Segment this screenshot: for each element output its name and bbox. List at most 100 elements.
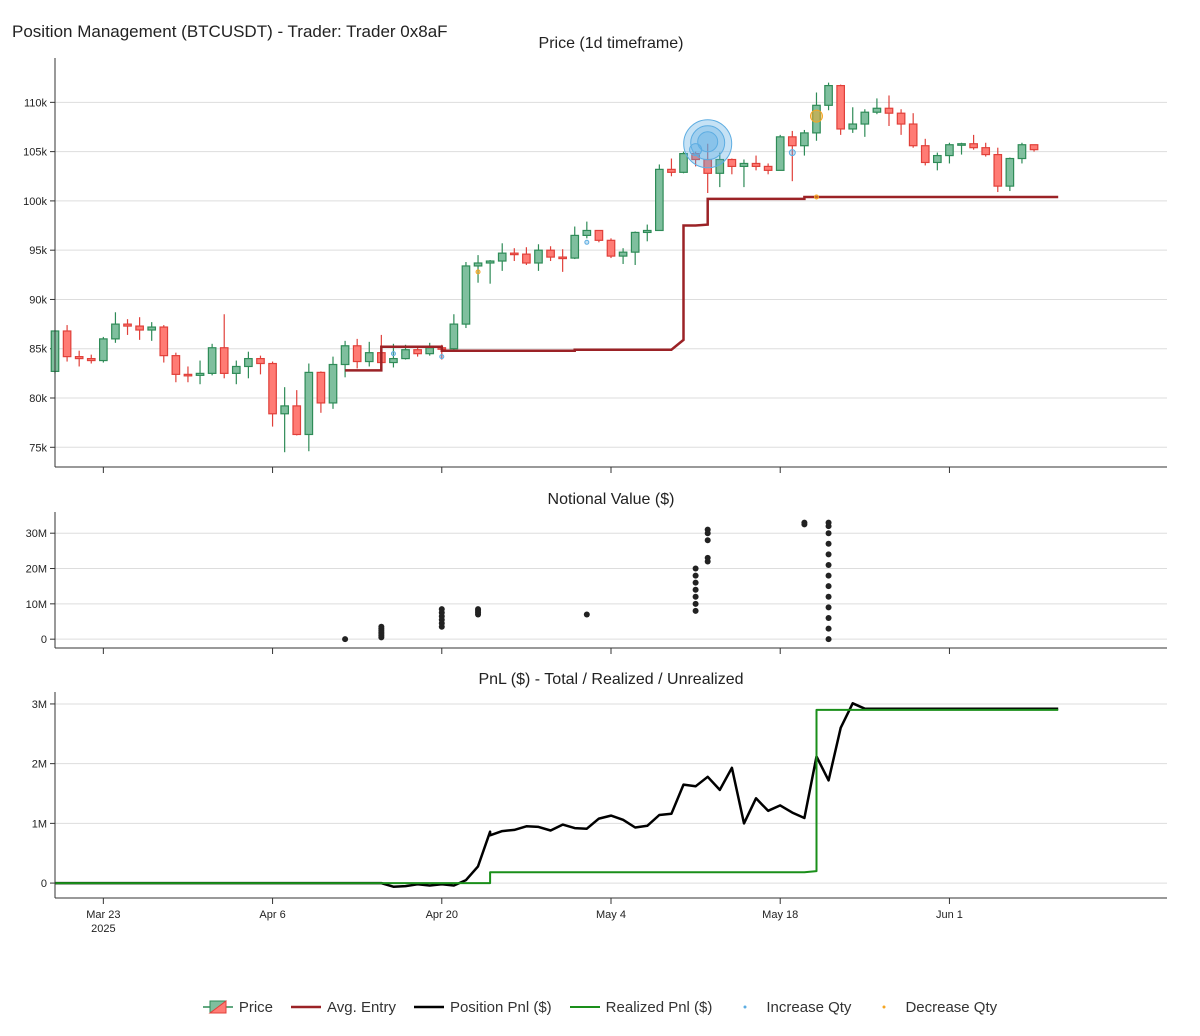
notional-point [692, 565, 699, 572]
candle-body [461, 265, 471, 325]
candle-body [848, 123, 858, 130]
notional-points [342, 519, 832, 643]
y-tick-label: 0 [41, 634, 47, 646]
legend-label: Increase Qty [766, 998, 852, 1016]
legend-item-realized-pnl[interactable]: Realized Pnl ($) [569, 998, 713, 1016]
notional-point [378, 623, 385, 630]
legend-item-decrease-qty[interactable]: Decrease Qty [869, 999, 997, 1016]
candle-body [1005, 157, 1015, 187]
candle-body [920, 145, 930, 164]
legend-label: Realized Pnl ($) [605, 998, 713, 1016]
realized-pnl-line [55, 708, 1059, 885]
candle-body [316, 371, 326, 404]
legend-label: Decrease Qty [905, 998, 998, 1016]
candle-body [304, 371, 314, 436]
candle-body [413, 349, 422, 355]
line-icon [291, 1005, 322, 1009]
notional-point [801, 519, 808, 526]
candle-body [582, 229, 592, 236]
chart-figure: Price (1d timeframe) 75k 80k 85k 90k 95k 100k… [23, 35, 1167, 935]
pnl-lines [55, 702, 1059, 888]
position-pnl-line [55, 702, 1059, 888]
candle-body [594, 229, 604, 241]
pnl-grid [55, 703, 1167, 884]
notional-point [692, 579, 699, 586]
candle-body [159, 326, 169, 357]
legend-item-price[interactable]: Price [202, 999, 273, 1016]
notional-point [825, 551, 832, 558]
y-tick-label: 1M [32, 818, 47, 830]
increase-qty-marker [584, 239, 590, 245]
y-tick-label: 105k [23, 147, 47, 159]
candle-body [352, 345, 362, 363]
candle-body [195, 372, 205, 376]
notional-panel-title: Notional Value ($) [548, 491, 675, 508]
legend-item-increase-qty[interactable]: Increase Qty [730, 999, 851, 1016]
candle-body [231, 365, 241, 374]
notional-point [692, 572, 699, 579]
candle-body [630, 231, 640, 253]
notional-point [825, 583, 832, 590]
candle-body [606, 239, 616, 257]
candle-body [884, 107, 894, 114]
avg-entry-line [345, 195, 1059, 372]
candle-body [147, 326, 157, 331]
decrease-qty-marker [809, 109, 823, 123]
x-tick-label: 2025 [91, 923, 115, 935]
notional-point [825, 572, 832, 579]
legend-item-position-pnl[interactable]: Position Pnl ($) [413, 998, 552, 1016]
candle-body [558, 256, 567, 260]
candle-body [74, 356, 84, 360]
notional-axes [54, 512, 1167, 654]
candle-body [751, 162, 761, 168]
candle-body [546, 249, 555, 258]
legend-item-avg-entry[interactable]: Avg. Entry [291, 999, 396, 1016]
candle-body [135, 325, 144, 331]
candle-body [667, 168, 676, 173]
notional-point [704, 554, 711, 561]
y-tick-label: 95k [29, 245, 47, 257]
candle-body [896, 112, 906, 125]
pnl-panel-title: PnL ($) - Total / Realized / Unrealized [478, 671, 743, 688]
dot-icon [743, 1005, 747, 1009]
notional-point [825, 614, 832, 621]
notional-point [692, 600, 699, 607]
legend-label: Position Pnl ($) [449, 998, 552, 1016]
increase-qty-marker [697, 131, 719, 153]
candle-body [111, 323, 120, 340]
candle-body [183, 373, 193, 377]
candle-body [763, 165, 773, 171]
y-tick-label: 80k [29, 393, 47, 405]
y-tick-label: 90k [29, 294, 47, 306]
notional-point [475, 606, 482, 613]
avg-entry-path [345, 195, 1059, 372]
notional-point [825, 604, 832, 611]
notional-point [692, 593, 699, 600]
candle-body [256, 357, 265, 365]
candle-body [485, 260, 495, 264]
legend-label: Avg. Entry [327, 998, 396, 1016]
candle-body [497, 252, 507, 262]
candle-body [328, 363, 338, 404]
y-tick-label: 100k [23, 196, 47, 208]
notional-panel: Notional Value ($) 0 10M 20M 30M [26, 491, 1167, 654]
x-axis-ticks: Mar 23 2025 Apr 6 Apr 20 May 4 May 18 Jun 1 [86, 909, 963, 935]
candle-body [836, 84, 845, 130]
candle-body [171, 355, 181, 375]
candle-body [800, 132, 809, 147]
price-y-axis: 75k 80k 85k 90k 95k 100k 105k 110k [23, 97, 55, 454]
notional-point [825, 540, 832, 547]
notional-point [825, 530, 832, 537]
candle-body [1017, 144, 1027, 160]
line-icon [569, 1006, 600, 1008]
candle-body [739, 162, 749, 168]
candle-body [123, 323, 132, 327]
x-tick-label: May 18 [762, 909, 798, 921]
notional-point [438, 606, 445, 613]
price-panel-title: Price (1d timeframe) [539, 35, 684, 52]
qty-markers [390, 109, 823, 360]
candle-body [691, 152, 700, 161]
price-panel: Price (1d timeframe) 75k 80k 85k 90k 95k 100k… [23, 35, 1167, 473]
candle-body [219, 347, 229, 374]
y-tick-label: 85k [29, 344, 47, 356]
